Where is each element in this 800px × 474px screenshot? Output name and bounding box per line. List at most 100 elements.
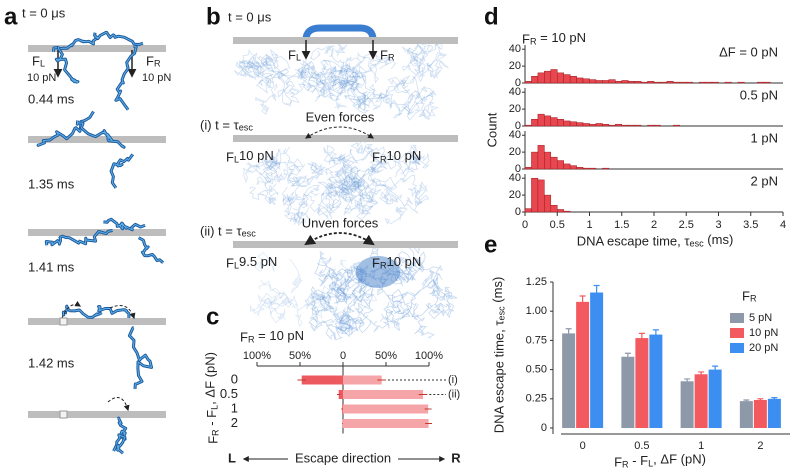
decoration-shape xyxy=(341,180,360,203)
decoration-shape xyxy=(306,163,328,185)
decoration-shape xyxy=(235,49,262,79)
decoration-shape xyxy=(351,265,371,309)
decoration-shape xyxy=(317,294,338,313)
histogram-bar xyxy=(653,81,661,84)
decoration-shape xyxy=(358,268,388,299)
series-label: 2 pN xyxy=(751,173,778,188)
decoration-shape xyxy=(255,74,275,94)
histogram-bar xyxy=(615,124,622,127)
decoration-shape xyxy=(338,270,356,301)
decoration-shape xyxy=(334,69,365,86)
error-bar xyxy=(638,332,645,344)
decoration-shape xyxy=(331,40,348,65)
decoration-shape xyxy=(369,55,392,84)
legend-label: 5 pN xyxy=(749,312,772,324)
error-bar xyxy=(579,295,586,309)
decoration-shape xyxy=(137,236,165,264)
bar xyxy=(301,375,343,385)
decoration-shape xyxy=(343,193,368,216)
decoration-shape xyxy=(344,87,371,112)
histogram-bar xyxy=(531,75,539,84)
decoration-shape xyxy=(92,30,144,46)
decoration-shape xyxy=(304,295,336,316)
histogram-bar xyxy=(621,80,629,84)
decoration-shape xyxy=(254,58,277,80)
decoration-shape xyxy=(338,172,355,205)
decoration-shape xyxy=(392,288,411,319)
decoration-shape xyxy=(59,410,68,419)
decoration-shape xyxy=(295,293,322,328)
decoration-shape xyxy=(371,176,399,203)
decoration-shape xyxy=(402,55,425,76)
bar xyxy=(649,334,663,428)
time-label: t = 0 μs xyxy=(228,9,272,24)
x-axis-label: DNA escape time, τesc (ms) xyxy=(577,232,734,249)
time-label: 1.42 ms xyxy=(28,355,75,370)
x-tick-label: 3 xyxy=(715,219,721,231)
histogram-bar xyxy=(673,81,681,84)
time-label: 1.41 ms xyxy=(28,259,75,274)
bar xyxy=(343,375,382,385)
decoration-shape xyxy=(300,68,324,92)
histogram-bar xyxy=(660,81,668,84)
decoration-shape xyxy=(257,279,284,315)
decoration-shape xyxy=(425,43,449,70)
decoration-shape xyxy=(262,153,287,177)
decoration-shape xyxy=(379,309,401,332)
panel-letter: a xyxy=(4,3,18,30)
histogram-bar xyxy=(647,124,655,127)
panel-letter: d xyxy=(484,3,499,30)
decoration-shape xyxy=(353,177,373,199)
legend-title: FR xyxy=(742,288,757,304)
decoration-shape xyxy=(333,175,363,199)
decoration-shape xyxy=(109,305,136,320)
decoration-shape xyxy=(411,315,435,339)
decoration-shape xyxy=(309,45,335,61)
decoration-shape xyxy=(406,37,430,67)
decoration-shape xyxy=(393,86,435,119)
decoration-shape xyxy=(344,90,371,109)
decoration-shape xyxy=(308,303,334,332)
panel-letter: c xyxy=(206,303,219,330)
histogram-bar xyxy=(756,81,764,84)
decoration-shape xyxy=(265,148,282,173)
panel-letter: e xyxy=(484,231,497,258)
decoration-shape xyxy=(28,318,166,325)
decoration-shape xyxy=(249,292,274,317)
histogram-bar xyxy=(679,81,687,84)
force-value: 10 pN xyxy=(142,72,171,84)
decoration-shape xyxy=(308,75,340,87)
histogram-bar xyxy=(737,81,745,84)
y-tick-label: 0 xyxy=(515,120,521,132)
decoration-shape xyxy=(261,53,278,73)
decoration-shape xyxy=(362,154,397,178)
decoration-shape xyxy=(329,178,350,198)
decoration-shape xyxy=(384,259,408,283)
y-tick-label: 40 xyxy=(509,43,521,55)
histogram-bar xyxy=(634,124,642,127)
x-tick-label: 2 xyxy=(651,219,657,231)
decoration-shape xyxy=(256,53,279,77)
bar xyxy=(694,374,708,428)
decoration-shape xyxy=(281,146,306,173)
decoration-shape xyxy=(54,46,80,84)
panel-letter: b xyxy=(206,3,221,30)
decoration-shape xyxy=(254,154,280,171)
decoration-shape xyxy=(233,59,254,79)
histogram-bar xyxy=(531,151,539,170)
decoration-shape xyxy=(343,80,376,105)
x-tick-label: 0 xyxy=(580,440,586,452)
decoration-shape xyxy=(305,65,340,100)
y-tick-label: 40 xyxy=(509,172,521,184)
decoration-shape xyxy=(59,317,68,326)
force-value: 10 pN xyxy=(27,72,56,84)
histogram-bar xyxy=(569,121,577,127)
y-axis-label: DNA escape time, τesc (ms) xyxy=(490,277,507,434)
legend-swatch xyxy=(730,313,744,323)
y-tick-label: 0.75 xyxy=(526,334,547,346)
time-label: 1.35 ms xyxy=(28,176,75,191)
histogram-bar xyxy=(686,81,693,84)
histogram-bar xyxy=(531,118,539,127)
decoration-shape xyxy=(114,44,138,111)
decoration-shape xyxy=(367,149,381,182)
